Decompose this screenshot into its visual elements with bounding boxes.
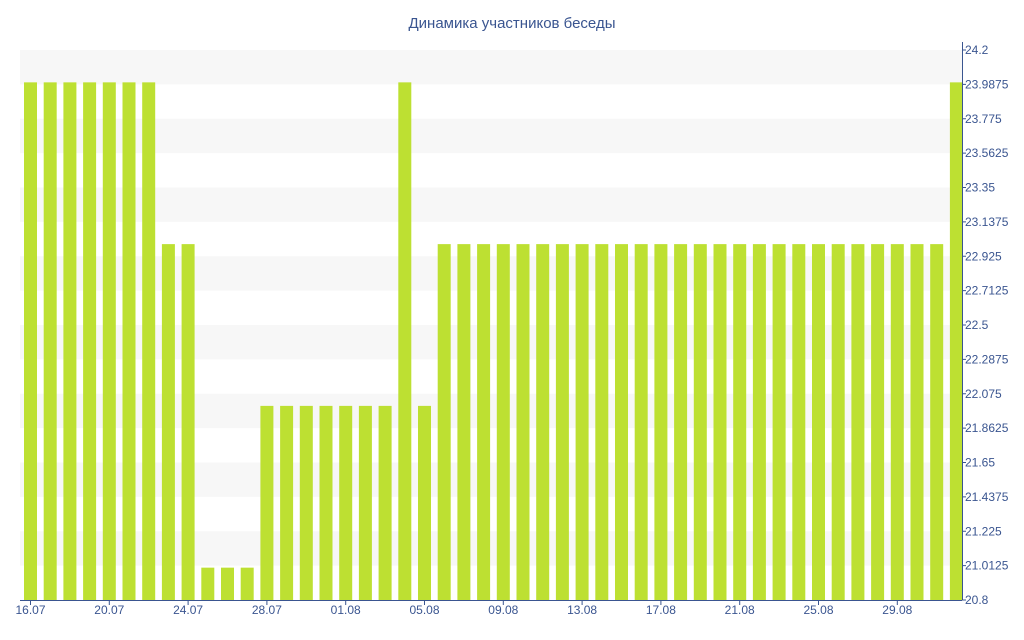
- bar: [142, 82, 156, 600]
- x-tick-label: 09.08: [488, 603, 518, 617]
- bar: [713, 244, 727, 600]
- bar: [358, 405, 372, 600]
- x-tick-label: 24.07: [173, 603, 203, 617]
- bar: [536, 244, 550, 600]
- bar: [851, 244, 865, 600]
- y-tick-label: 24.2: [965, 43, 989, 57]
- bar: [240, 567, 254, 600]
- bar: [930, 244, 944, 600]
- y-tick-label: 23.775: [965, 112, 1002, 126]
- bar-series: [24, 82, 963, 600]
- y-tick-label: 23.5625: [965, 146, 1009, 160]
- bar: [24, 82, 37, 600]
- bar: [63, 82, 77, 600]
- bar: [595, 244, 609, 600]
- x-tick-label: 13.08: [567, 603, 597, 617]
- y-tick-label: 20.8: [965, 593, 989, 607]
- bar: [772, 244, 786, 600]
- bar: [378, 405, 392, 600]
- y-tick-label: 22.925: [965, 249, 1002, 263]
- y-tick-label: 22.2875: [965, 352, 1009, 366]
- y-tick-label: 21.65: [965, 456, 995, 470]
- bar: [516, 244, 530, 600]
- bar: [280, 405, 294, 600]
- bar: [831, 244, 845, 600]
- bar: [752, 244, 766, 600]
- bar: [693, 244, 707, 600]
- bar: [260, 405, 274, 600]
- bar: [871, 244, 885, 600]
- bar: [339, 405, 353, 600]
- bar: [949, 82, 963, 600]
- bar: [615, 244, 628, 600]
- bar: [733, 244, 747, 600]
- bar: [634, 244, 648, 600]
- bar: [654, 244, 668, 600]
- bar: [812, 244, 825, 600]
- y-tick-label: 22.5: [965, 318, 989, 332]
- y-axis-ticks: 20.8 21.0125 21.225 21.4375 21.65 21.8625 22.0…: [962, 43, 1009, 607]
- y-tick-label: 23.35: [965, 181, 995, 195]
- axes: [20, 42, 963, 601]
- y-tick-label: 21.8625: [965, 421, 1009, 435]
- x-tick-label: 01.08: [331, 603, 361, 617]
- bar: [496, 244, 510, 600]
- x-axis-ticks: 16.07 20.07 24.07 28.07 01.08 05.08 09.08 13.08…: [15, 600, 913, 617]
- bar: [299, 405, 313, 600]
- bar: [83, 82, 97, 600]
- bar: [792, 244, 806, 600]
- x-tick-label: 28.07: [252, 603, 282, 617]
- y-tick-label: 21.4375: [965, 490, 1009, 504]
- x-tick-label: 17.08: [646, 603, 676, 617]
- x-tick-label: 21.08: [725, 603, 755, 617]
- grid-band: [20, 118, 962, 154]
- bar: [910, 244, 924, 600]
- bar: [221, 567, 234, 600]
- bar: [437, 244, 451, 600]
- x-tick-label: 20.07: [94, 603, 124, 617]
- bar: [43, 82, 57, 600]
- x-tick-label: 16.07: [15, 603, 45, 617]
- y-tick-label: 22.075: [965, 387, 1002, 401]
- bar: [555, 244, 569, 600]
- y-tick-label: 21.0125: [965, 559, 1009, 573]
- bar: [418, 405, 431, 600]
- bar: [102, 82, 116, 600]
- bar: [398, 82, 412, 600]
- bar: [319, 405, 333, 600]
- y-tick-label: 21.225: [965, 524, 1002, 538]
- y-tick-label: 22.7125: [965, 284, 1009, 298]
- bar: [161, 244, 175, 600]
- x-tick-label: 05.08: [409, 603, 439, 617]
- y-tick-label: 23.1375: [965, 215, 1009, 229]
- bar: [890, 244, 904, 600]
- x-tick-label: 29.08: [882, 603, 912, 617]
- grid-band: [20, 187, 962, 222]
- bar: [181, 244, 195, 600]
- bar: [201, 567, 215, 600]
- bar: [457, 244, 471, 600]
- bar: [122, 82, 136, 600]
- grid-band: [20, 50, 962, 85]
- x-tick-label: 25.08: [803, 603, 833, 617]
- bar: [477, 244, 491, 600]
- y-tick-label: 23.9875: [965, 77, 1009, 91]
- chart-title: Динамика участников беседы: [409, 15, 616, 32]
- bar: [575, 244, 589, 600]
- bar: [674, 244, 688, 600]
